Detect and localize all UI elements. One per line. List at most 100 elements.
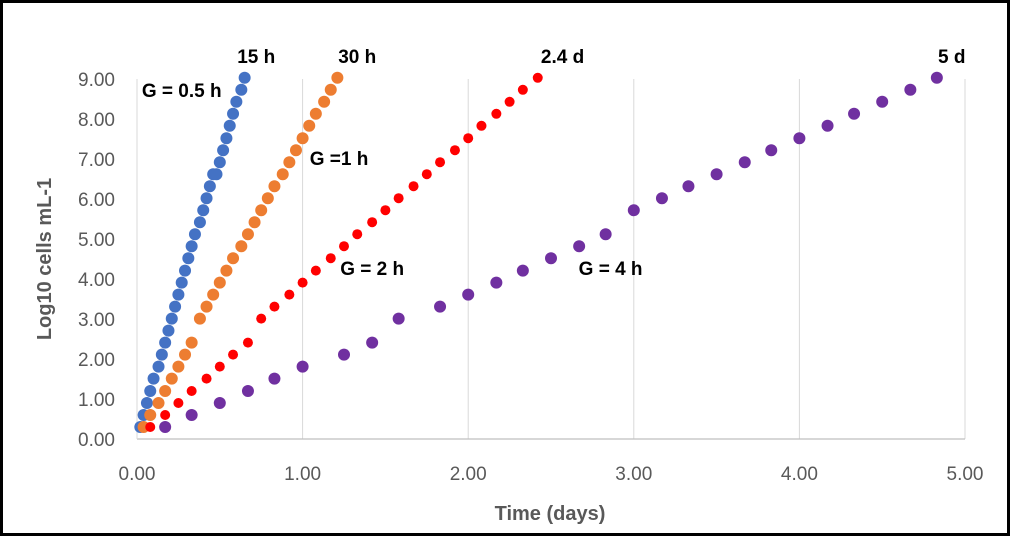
- data-point: [227, 252, 240, 265]
- data-point: [421, 169, 432, 180]
- y-tick-label: 1.00: [78, 390, 115, 411]
- data-point: [213, 276, 226, 289]
- x-tick-label: 5.00: [947, 464, 984, 485]
- data-point: [200, 300, 213, 313]
- data-point: [185, 409, 198, 421]
- data-point: [289, 144, 302, 157]
- data-point: [238, 71, 251, 84]
- data-point: [367, 217, 378, 228]
- data-point: [200, 192, 213, 205]
- data-point: [331, 71, 344, 84]
- annotations: 15 h 30 h 2.4 d 5 d G = 0.5 h G =1 h G = 2 h G …: [142, 47, 966, 280]
- data-point: [220, 132, 233, 145]
- data-point: [185, 240, 198, 253]
- data-point: [682, 180, 695, 193]
- data-point: [463, 133, 474, 144]
- annotation-label: 2.4 d: [541, 47, 584, 68]
- scatter-chart: 0.00 1.00 2.00 3.00 4.00 5.00 6.00 7.00 8.00 9.00…: [34, 47, 984, 525]
- data-point: [393, 193, 404, 204]
- data-point: [214, 361, 225, 372]
- data-points: [134, 71, 943, 433]
- data-point: [276, 168, 289, 181]
- data-point: [159, 421, 172, 433]
- annotation-label: G = 0.5 h: [142, 81, 222, 102]
- data-point: [207, 288, 220, 301]
- annotation-label: 15 h: [237, 47, 275, 68]
- data-point: [203, 180, 216, 193]
- data-point: [227, 107, 240, 120]
- y-tick-label: 3.00: [78, 310, 115, 331]
- y-tick-label: 6.00: [78, 190, 115, 211]
- data-point: [179, 348, 192, 361]
- data-point: [152, 360, 165, 373]
- data-point: [169, 300, 182, 313]
- data-point: [309, 107, 322, 120]
- x-tick-label: 3.00: [615, 464, 652, 485]
- data-point: [155, 348, 168, 361]
- data-point: [201, 373, 212, 384]
- data-point: [268, 372, 281, 385]
- data-point: [165, 312, 178, 325]
- data-point: [213, 397, 226, 409]
- x-tick-label: 1.00: [284, 464, 321, 485]
- data-point: [242, 337, 253, 348]
- x-tick-label: 4.00: [781, 464, 818, 485]
- data-point: [230, 95, 243, 108]
- data-point: [296, 360, 309, 373]
- y-tick-label: 0.00: [78, 430, 115, 451]
- data-point: [159, 336, 172, 349]
- data-point: [710, 168, 723, 181]
- y-tick-label: 5.00: [78, 230, 115, 251]
- data-point: [182, 252, 195, 265]
- data-point: [435, 157, 446, 168]
- data-point: [256, 313, 267, 324]
- annotation-label: 5 d: [938, 47, 965, 68]
- data-point: [930, 71, 943, 84]
- data-point: [220, 264, 233, 277]
- data-point: [193, 216, 206, 229]
- data-point: [159, 385, 172, 397]
- y-tick-label: 4.00: [78, 270, 115, 291]
- data-point: [516, 264, 529, 277]
- data-point: [193, 312, 206, 325]
- annotation-label: 30 h: [338, 47, 376, 68]
- data-point: [380, 205, 391, 216]
- y-tick-label: 7.00: [78, 150, 115, 171]
- data-point: [324, 83, 337, 96]
- annotation-label: G = 2 h: [340, 259, 404, 280]
- data-point: [173, 398, 184, 408]
- data-point: [235, 83, 248, 96]
- data-point: [738, 156, 751, 169]
- data-point: [366, 336, 379, 349]
- data-point: [235, 240, 248, 253]
- data-point: [532, 72, 543, 83]
- data-point: [765, 144, 778, 157]
- data-point: [339, 241, 349, 252]
- data-point: [303, 119, 316, 132]
- data-point: [876, 95, 889, 108]
- data-point: [504, 96, 515, 107]
- x-tick-label: 0.00: [119, 464, 156, 485]
- data-point: [210, 168, 223, 181]
- data-point: [491, 108, 502, 119]
- data-point: [162, 324, 175, 337]
- data-point: [283, 156, 296, 169]
- data-point: [627, 204, 640, 217]
- data-point: [213, 156, 226, 169]
- data-point: [268, 180, 281, 193]
- data-point: [599, 228, 612, 241]
- data-point: [462, 288, 475, 301]
- data-point: [152, 397, 165, 409]
- data-point: [284, 289, 295, 300]
- axes: [136, 79, 965, 440]
- data-point: [904, 83, 917, 96]
- data-point: [261, 192, 274, 205]
- y-tick-labels: 0.00 1.00 2.00 3.00 4.00 5.00 6.00 7.00 8.00 9.00: [78, 70, 115, 451]
- data-point: [318, 95, 331, 108]
- data-point: [172, 288, 185, 301]
- data-point: [392, 312, 405, 325]
- data-point: [297, 277, 308, 288]
- data-point: [188, 228, 201, 241]
- data-point: [185, 336, 198, 349]
- x-tick-label: 2.00: [450, 464, 487, 485]
